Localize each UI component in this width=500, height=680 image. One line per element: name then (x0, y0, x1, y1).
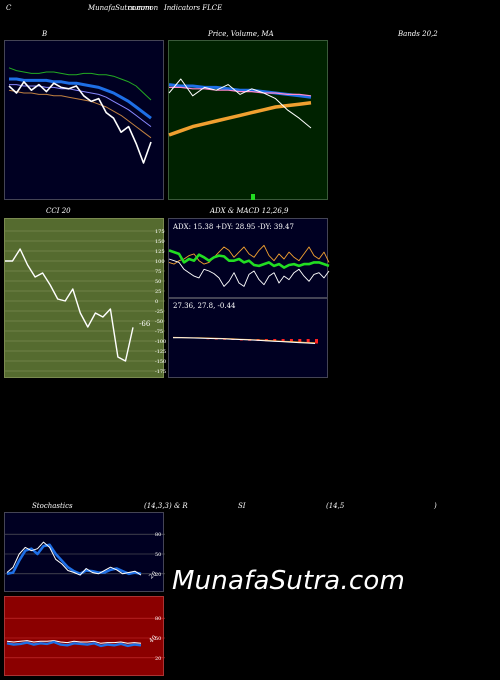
rsi-line (6, 640, 142, 648)
volume-bar (251, 194, 255, 200)
stoch-tick-0: 80 (155, 532, 161, 538)
rsi-panel: 80 50 20 40 (4, 596, 165, 676)
cci-panel: 175 150 125 100 75 50 25 0 -25 -50 -75 -100 -125 -150… (4, 218, 166, 378)
bollinger-tail-label: Bands 20,2 (398, 30, 438, 38)
adx-readout: ADX: 15.38 +DY: 28.95 -DY: 39.47 (172, 223, 294, 231)
bollinger-chart (8, 67, 152, 164)
bollinger-series-3 (8, 89, 152, 139)
cci-tick-8: -25 (155, 309, 163, 315)
stoch-title-left: Stochastics (32, 502, 73, 510)
price-ma-title: Price, Volume, MA (208, 30, 274, 38)
rsi-grid: 80 50 20 (5, 616, 165, 662)
bollinger-series-4 (8, 80, 152, 164)
macd-chart: 27.36, 27.8, -0.44 (172, 302, 318, 344)
watermark: MunafaSutra.com (172, 566, 406, 596)
header-title-rest: Indicators FLCE (164, 4, 223, 12)
cci-tick-3: 100 (155, 259, 165, 265)
cci-title: CCI 20 (46, 207, 71, 215)
stochastics-panel: 80 50 20 20 (4, 512, 165, 592)
rsi-tick-0: 80 (155, 616, 161, 622)
price-ma-lines (168, 78, 312, 137)
macd-line (173, 337, 316, 344)
macd-histogram-bar-15 (298, 339, 302, 343)
macd-histogram-bar-6 (223, 339, 227, 340)
header-title: MunafaSutra.com (88, 4, 152, 12)
rsi-lines (6, 640, 142, 648)
adx-plus-dy (168, 258, 330, 287)
macd-histogram-bar-14 (289, 339, 293, 342)
header-left: C (6, 4, 12, 12)
cci-tick-11: -100 (155, 339, 166, 345)
bollinger-series-1 (9, 77, 152, 120)
adx-macd-title: ADX & MACD 12,26,9 (210, 207, 289, 215)
macd-histogram-bar-12 (273, 339, 277, 342)
stochastics-k (6, 543, 142, 576)
macd-histogram-bar-5 (214, 339, 218, 340)
cci-chart: 175 150 125 100 75 50 25 0 -25 -50 -75 -100 -125 -150… (5, 229, 166, 375)
adx-lines (168, 244, 330, 287)
macd-readout: 27.36, 27.8, -0.44 (173, 302, 236, 310)
stoch-title-mid: (14,3,3) & R (144, 502, 188, 510)
stoch-title-close: ) (434, 502, 437, 510)
adx-line (168, 249, 330, 269)
macd-histogram-bar-16 (306, 339, 310, 343)
stoch-tick-1: 50 (155, 552, 161, 558)
rsi-signal (6, 640, 142, 644)
adx-minus-dy (168, 244, 330, 265)
price-ma-panel (168, 40, 328, 200)
cci-tick-9: -50 (155, 319, 163, 325)
macd-histogram-bar-13 (281, 339, 285, 342)
header-overlap: common (128, 4, 159, 12)
cci-grid (5, 230, 165, 372)
rsi-tick-1: 50 (155, 636, 161, 642)
cci-tick-13: -150 (155, 359, 166, 365)
cci-value-label: -66 (139, 320, 151, 328)
price-ma-series-0 (168, 83, 312, 99)
cci-tick-12: -125 (155, 349, 166, 355)
cci-tick-0: 175 (155, 229, 165, 235)
stochastics-d (6, 541, 142, 576)
bollinger-lines (8, 67, 152, 164)
rsi-value-label: 40 (148, 634, 158, 644)
cci-series (5, 248, 134, 362)
cci-tick-4: 75 (155, 269, 161, 275)
stoch-value-label: 20 (148, 570, 158, 580)
cci-tick-7: 0 (155, 299, 158, 305)
stoch-title-si: SI (238, 502, 246, 510)
bollinger-series-0 (8, 67, 152, 101)
macd-histogram-bar-17 (315, 339, 318, 344)
rsi-tick-2: 20 (155, 656, 161, 662)
bollinger-title: B (42, 30, 48, 38)
cci-tick-labels: 175 150 125 100 75 50 25 0 -25 -50 -75 -100 -125 -150… (155, 229, 166, 375)
cci-tick-2: 125 (155, 249, 165, 255)
cci-tick-6: 25 (155, 289, 161, 295)
price-ma-series-1 (169, 86, 312, 97)
macd-panel: 27.36, 27.8, -0.44 (168, 298, 328, 378)
price-ma-series-2 (168, 101, 312, 137)
stoch-tick-2: 20 (155, 572, 161, 578)
adx-panel: ADX: 15.38 +DY: 28.95 -DY: 39.47 (168, 218, 330, 298)
macd-lines (172, 336, 318, 344)
stochastics-lines (6, 541, 142, 576)
rsi-chart: 80 50 20 40 (5, 616, 165, 662)
bollinger-panel (4, 40, 164, 200)
cci-line (5, 248, 134, 362)
price-ma-series-3 (168, 78, 312, 129)
cci-tick-1: 150 (155, 239, 165, 245)
stoch-title-params: (14,5 (326, 502, 345, 510)
cci-tick-5: 50 (155, 279, 161, 285)
adx-chart: ADX: 15.38 +DY: 28.95 -DY: 39.47 (168, 223, 330, 287)
cci-tick-10: -75 (155, 329, 163, 335)
price-ma-chart (168, 78, 312, 200)
cci-tick-14: -175 (155, 369, 166, 375)
